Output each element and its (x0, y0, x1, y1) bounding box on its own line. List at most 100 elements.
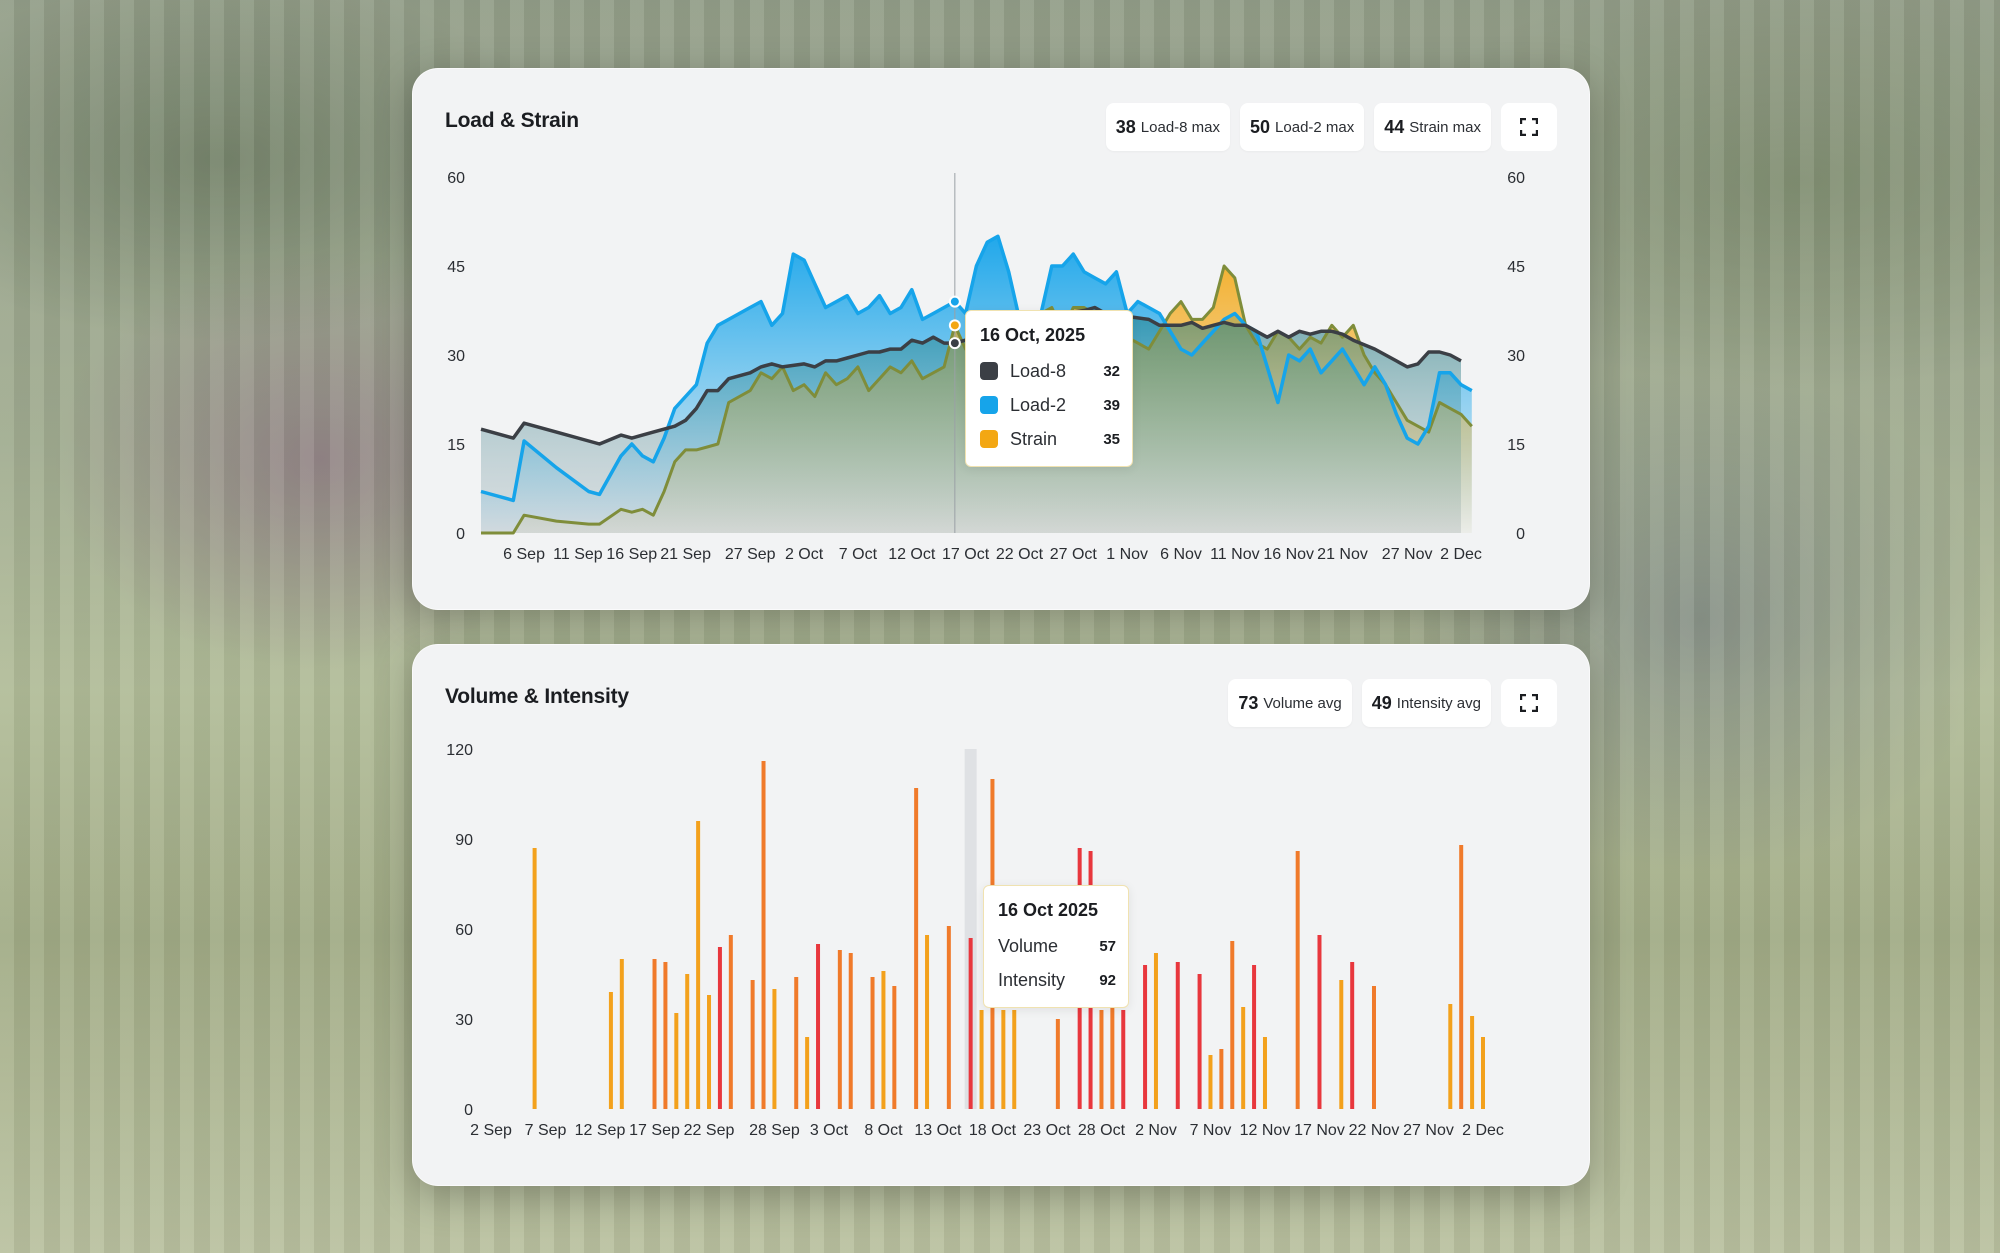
load-strain-card: Load & Strain 38 Load-8 max 50 Load-2 ma… (412, 68, 1590, 610)
volume-tooltip: 16 Oct 2025 Volume 57 Intensity 92 (983, 885, 1129, 1008)
volume-bar (968, 938, 973, 1109)
stat-intensity-avg: 49 Intensity avg (1361, 679, 1491, 727)
volume-bar (608, 992, 613, 1109)
volume-bar (1262, 1037, 1267, 1109)
volume-bar (1230, 941, 1235, 1109)
y-tick-label-left: 60 (447, 170, 465, 187)
y-tick-label: 0 (464, 1102, 473, 1119)
tooltip-name: Strain (1010, 428, 1058, 449)
expand-button[interactable] (1501, 679, 1557, 727)
volume-bar (1350, 962, 1355, 1109)
volume-bar (532, 848, 537, 1109)
volume-bar (1153, 953, 1158, 1109)
x-tick-label: 13 Oct (914, 1122, 962, 1139)
load-stats: 38 Load-8 max 50 Load-2 max 44 Strain ma… (1105, 103, 1557, 151)
volume-bar (772, 989, 777, 1109)
expand-button[interactable] (1501, 103, 1557, 151)
volume-intensity-title: Volume & Intensity (445, 685, 629, 708)
volume-bar (946, 926, 951, 1109)
x-tick-label: 2 Sep (470, 1122, 512, 1139)
volume-bar (1099, 1010, 1104, 1109)
volume-stats: 73 Volume avg 49 Intensity avg (1228, 679, 1557, 727)
x-tick-label: 17 Sep (629, 1122, 680, 1139)
volume-bar (881, 971, 886, 1109)
y-tick-label-right: 15 (1507, 437, 1525, 454)
tooltip-value: 35 (1103, 430, 1120, 448)
y-tick-label: 60 (455, 922, 473, 939)
load2-hover-point (948, 295, 961, 308)
volume-bar (663, 962, 668, 1109)
y-tick-label-right: 0 (1516, 526, 1525, 543)
x-tick-label: 12 Nov (1240, 1122, 1291, 1139)
tooltip-row-load8: Load-8 32 (980, 354, 1120, 388)
x-tick-label: 17 Nov (1294, 1122, 1345, 1139)
y-tick-label-left: 15 (447, 437, 465, 454)
volume-bar (750, 980, 755, 1109)
volume-bar (1448, 1004, 1453, 1109)
volume-bar (1371, 986, 1376, 1109)
tooltip-value: 92 (1099, 971, 1116, 989)
volume-bar (761, 761, 766, 1109)
volume-bar (1241, 1007, 1246, 1109)
volume-bar (717, 947, 722, 1109)
x-tick-label: 27 Sep (725, 546, 776, 563)
tooltip-row-volume: Volume 57 (998, 929, 1116, 963)
x-tick-label: 6 Nov (1160, 546, 1202, 563)
x-tick-label: 8 Oct (864, 1122, 903, 1139)
x-tick-label: 16 Nov (1263, 546, 1314, 563)
volume-bar (1459, 845, 1464, 1109)
x-tick-label: 7 Nov (1190, 1122, 1232, 1139)
tooltip-date: 16 Oct 2025 (998, 900, 1099, 920)
expand-icon (1520, 694, 1538, 712)
volume-bar (619, 959, 624, 1109)
stat-value: 73 (1238, 692, 1259, 713)
y-tick-label: 90 (455, 832, 473, 849)
tooltip-row-strain: Strain 35 (980, 422, 1120, 456)
x-tick-label: 7 Oct (839, 546, 878, 563)
tooltip-name: Intensity (998, 969, 1066, 990)
stat-load2-max: 50 Load-2 max (1240, 103, 1365, 151)
y-tick-label-left: 0 (456, 526, 465, 543)
volume-bar (1121, 1010, 1126, 1109)
hover-column (964, 749, 977, 1109)
x-tick-label: 22 Oct (996, 546, 1044, 563)
strain-swatch (980, 430, 998, 448)
x-tick-label: 3 Oct (810, 1122, 849, 1139)
x-tick-label: 2 Dec (1462, 1122, 1504, 1139)
load-tooltip: 16 Oct, 2025 Load-8 32 Load-2 39 Strain … (965, 310, 1133, 467)
stat-strain-max: 44 Strain max (1374, 103, 1491, 151)
stat-label: Strain max (1409, 118, 1481, 136)
volume-bar (816, 944, 821, 1109)
volume-bar (728, 935, 733, 1109)
y-tick-label-right: 45 (1507, 259, 1525, 276)
volume-intensity-chart[interactable]: 0 30 60 90 120 2 Sep 7 Sep 12 Sep 17 Sep 22 Sep 28… (413, 645, 1589, 1185)
stat-volume-avg: 73 Volume avg (1228, 679, 1352, 727)
volume-bar (1317, 935, 1322, 1109)
load8-swatch (980, 362, 998, 380)
volume-bar (805, 1037, 810, 1109)
tooltip-name: Load-8 (1010, 360, 1067, 381)
x-tick-label: 2 Nov (1135, 1122, 1177, 1139)
y-tick-label-left: 30 (447, 348, 465, 365)
y-tick-label-right: 60 (1507, 170, 1525, 187)
volume-bar (848, 953, 853, 1109)
tooltip-value: 57 (1099, 937, 1116, 955)
volume-bar (1001, 1010, 1006, 1109)
tooltip-date: 16 Oct, 2025 (980, 325, 1086, 345)
x-tick-label: 27 Nov (1382, 546, 1433, 563)
volume-bar (979, 1010, 984, 1109)
volume-bar (674, 1013, 679, 1109)
x-tick-label: 12 Sep (575, 1122, 626, 1139)
stat-label: Load-8 max (1140, 118, 1221, 136)
load8-hover-point (948, 337, 961, 350)
stat-load8-max: 38 Load-8 max (1105, 103, 1231, 151)
x-tick-label: 12 Oct (888, 546, 936, 563)
x-tick-label: 28 Sep (749, 1122, 800, 1139)
tooltip-row-load2: Load-2 39 (980, 388, 1120, 422)
y-tick-label-right: 30 (1507, 348, 1525, 365)
stat-value: 44 (1384, 116, 1405, 137)
stat-label: Volume avg (1263, 694, 1342, 712)
x-tick-label: 22 Sep (684, 1122, 735, 1139)
stat-label: Intensity avg (1396, 694, 1481, 712)
volume-bar (837, 950, 842, 1109)
